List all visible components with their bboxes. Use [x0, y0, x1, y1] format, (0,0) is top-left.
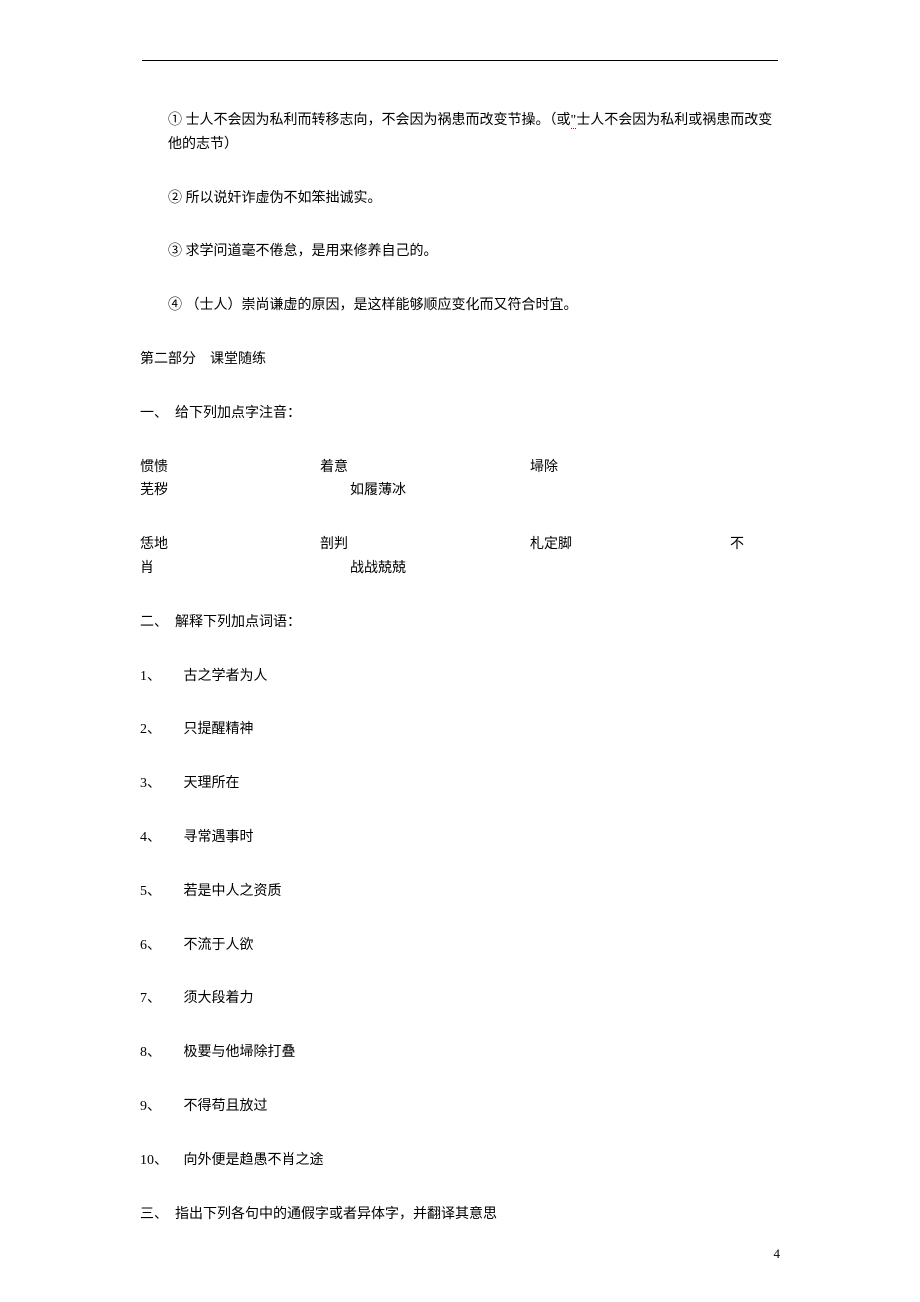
list-text: 须大段着力 [184, 991, 254, 1006]
list-text: 天理所在 [184, 776, 240, 791]
circled-item-3: ③ 求学问道毫不倦怠，是用来修养自己的。 [140, 240, 780, 264]
list-item: 3、 天理所在 [140, 772, 780, 796]
list-number: 5、 [140, 880, 180, 904]
word-cell: 札定脚 [530, 533, 730, 557]
list-item: 7、 须大段着力 [140, 987, 780, 1011]
item-text: （士人）崇尚谦虚的原因，是这样能够顺应变化而又符合时宜。 [186, 298, 578, 313]
document-page: ① 士人不会因为私利而转移志向，不会因为祸患而改变节操。（或"士人不会因为私利或… [0, 0, 920, 1302]
list-number: 8、 [140, 1041, 180, 1065]
word-row: 惯愦 着意 埽除 [140, 456, 780, 480]
word-cell [530, 557, 730, 581]
word-cell: 战战兢兢 [320, 557, 530, 581]
circled-item-4: ④ （士人）崇尚谦虚的原因，是这样能够顺应变化而又符合时宜。 [140, 294, 780, 318]
list-item: 10、 向外便是趋愚不肖之途 [140, 1149, 780, 1173]
item-text: 士人不会因为私利而转移志向，不会因为祸患而改变节操。（或 [186, 113, 571, 128]
circled-item-1: ① 士人不会因为私利而转移志向，不会因为祸患而改变节操。（或"士人不会因为私利或… [140, 109, 780, 157]
list-number: 7、 [140, 987, 180, 1011]
list-item: 8、 极要与他埽除打叠 [140, 1041, 780, 1065]
list-item: 9、 不得苟且放过 [140, 1095, 780, 1119]
item-number: ③ [168, 244, 182, 259]
list-item: 2、 只提醒精神 [140, 718, 780, 742]
list-text: 寻常遇事时 [184, 830, 254, 845]
list-number: 6、 [140, 934, 180, 958]
item-number: ① [168, 113, 182, 128]
list-text: 不得苟且放过 [184, 1099, 268, 1114]
word-row: 芜秽 如履薄冰 [140, 479, 780, 503]
word-cell: 埽除 [530, 456, 730, 480]
list-item: 5、 若是中人之资质 [140, 880, 780, 904]
item-number: ④ [168, 298, 182, 313]
list-item: 4、 寻常遇事时 [140, 826, 780, 850]
section2-heading: 二、 解释下列加点词语： [140, 611, 780, 635]
word-cell: 剖判 [320, 533, 530, 557]
pinyin-word-grid-1: 惯愦 着意 埽除 芜秽 如履薄冰 [140, 456, 780, 504]
word-cell: 如履薄冰 [320, 479, 530, 503]
list-text: 古之学者为人 [184, 669, 268, 684]
section3-heading: 三、 指出下列各句中的通假字或者异体字，并翻译其意思 [140, 1203, 780, 1227]
pinyin-word-grid-2: 恁地 剖判 札定脚 不 肖 战战兢兢 [140, 533, 780, 581]
horizontal-rule [142, 60, 778, 61]
circled-item-2: ② 所以说奸诈虚伪不如笨拙诚实。 [140, 187, 780, 211]
item-text: 所以说奸诈虚伪不如笨拙诚实。 [186, 191, 382, 206]
word-cell [730, 557, 780, 581]
item-number: ② [168, 191, 182, 206]
item-text: 求学问道毫不倦怠，是用来修养自己的。 [186, 244, 438, 259]
list-item: 1、 古之学者为人 [140, 665, 780, 689]
word-cell: 惯愦 [140, 456, 320, 480]
list-item: 6、 不流于人欲 [140, 934, 780, 958]
list-number: 10、 [140, 1149, 180, 1173]
word-cell: 恁地 [140, 533, 320, 557]
word-row: 恁地 剖判 札定脚 不 [140, 533, 780, 557]
word-cell [530, 479, 730, 503]
list-text: 不流于人欲 [184, 938, 254, 953]
part2-heading: 第二部分 课堂随练 [140, 348, 780, 372]
page-number: 4 [774, 1246, 781, 1262]
list-text: 若是中人之资质 [184, 884, 282, 899]
list-number: 3、 [140, 772, 180, 796]
word-cell [730, 479, 780, 503]
word-cell: 芜秽 [140, 479, 320, 503]
list-text: 极要与他埽除打叠 [184, 1045, 296, 1060]
list-number: 2、 [140, 718, 180, 742]
list-number: 9、 [140, 1095, 180, 1119]
list-number: 4、 [140, 826, 180, 850]
word-cell: 肖 [140, 557, 320, 581]
list-number: 1、 [140, 665, 180, 689]
word-row: 肖 战战兢兢 [140, 557, 780, 581]
word-cell [730, 456, 780, 480]
list-text: 向外便是趋愚不肖之途 [184, 1153, 324, 1168]
word-cell: 不 [730, 533, 780, 557]
word-cell: 着意 [320, 456, 530, 480]
section1-heading: 一、 给下列加点字注音： [140, 402, 780, 426]
list-text: 只提醒精神 [184, 722, 254, 737]
